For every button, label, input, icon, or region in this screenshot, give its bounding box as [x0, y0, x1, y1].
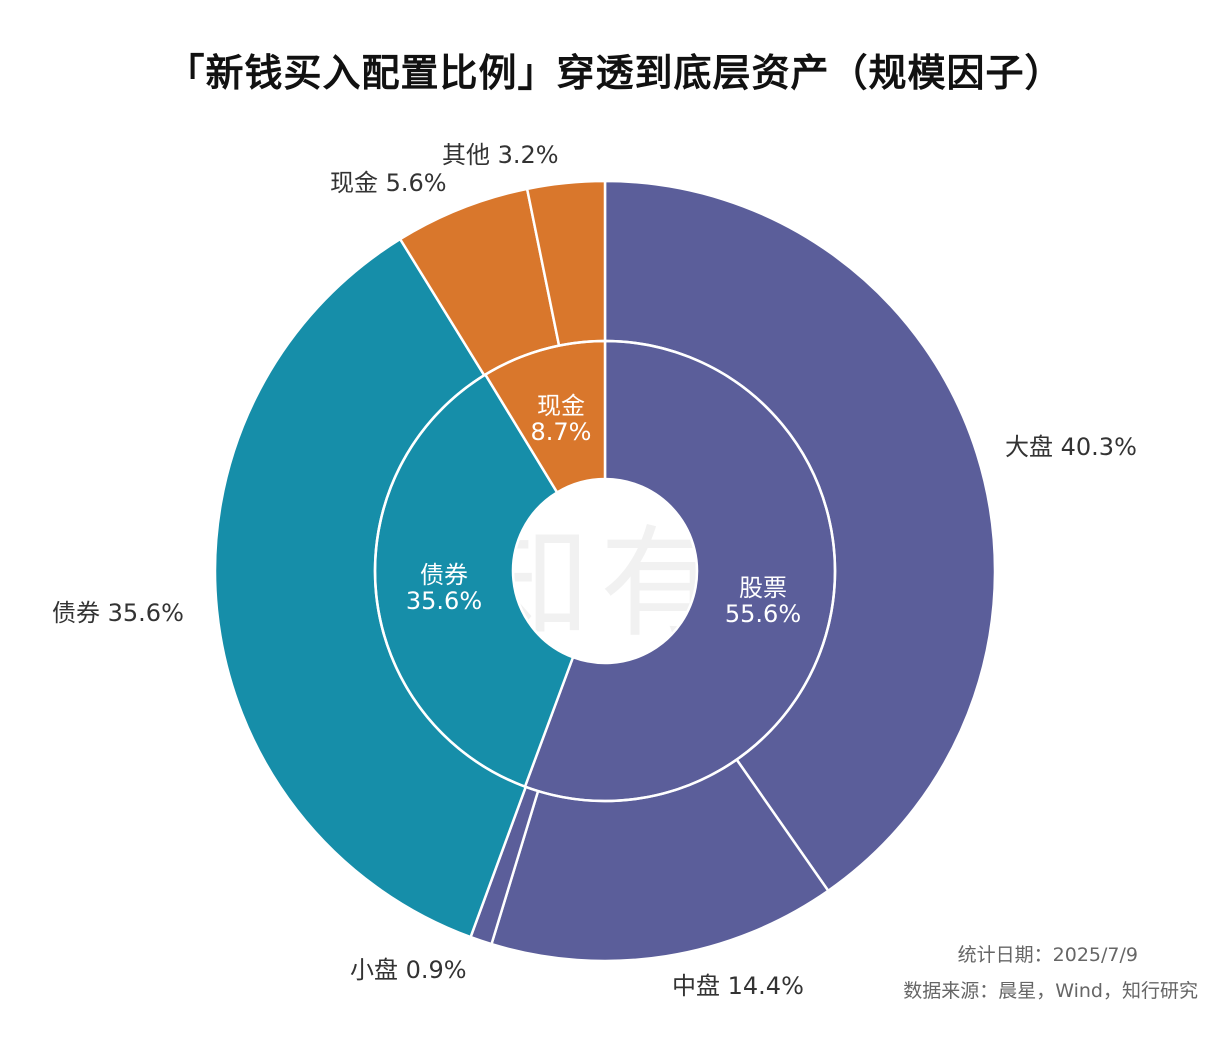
outer-label-bonds: 债券 35.6% — [52, 599, 184, 627]
inner-label-name-bonds: 债券 — [420, 561, 468, 589]
inner-label-name-stocks: 股票 — [739, 574, 787, 602]
outer-label-small-cap: 小盘 0.9% — [350, 956, 467, 984]
inner-label-name-cash: 现金 — [537, 392, 585, 420]
inner-label-value-cash: 8.7% — [531, 418, 592, 446]
outer-label-large-cap: 大盘 40.3% — [1005, 433, 1137, 461]
stat-date: 统计日期：2025/7/9 — [957, 944, 1138, 966]
outer-label-cash: 现金 5.6% — [330, 169, 447, 197]
inner-label-value-stocks: 55.6% — [725, 600, 801, 628]
inner-ring — [373, 339, 837, 803]
outer-labels: 大盘 40.3% 中盘 14.4% 小盘 0.9% 债券 35.6% 现金 5.6%其他… — [52, 141, 1137, 1000]
ring-divider — [373, 339, 837, 803]
outer-label-other: 其他 3.2% — [442, 141, 559, 169]
inner-label-value-bonds: 35.6% — [406, 587, 482, 615]
data-source: 数据来源：晨星，Wind，知行研究 — [903, 980, 1198, 1002]
outer-label-mid-cap: 中盘 14.4% — [672, 972, 804, 1000]
chart-title: 「新钱买入配置比例」穿透到底层资产（规模因子） — [166, 51, 1064, 95]
